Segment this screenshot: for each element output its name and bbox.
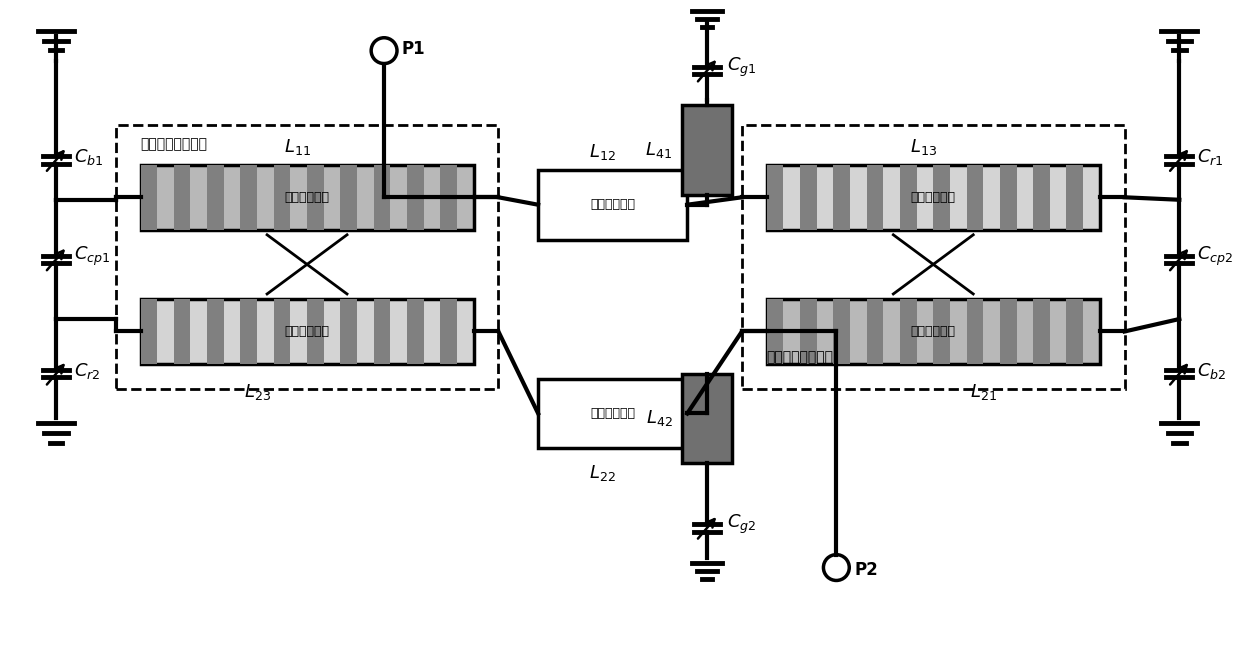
Bar — [538, 379, 687, 448]
Bar — [340, 299, 357, 364]
Bar — [999, 165, 1017, 230]
Text: 第三节微带线: 第三节微带线 — [284, 325, 330, 338]
Bar — [766, 299, 784, 364]
Bar — [800, 299, 817, 364]
Bar — [407, 299, 424, 364]
Bar — [373, 165, 391, 230]
Bar — [1066, 299, 1083, 364]
Text: $C_{r1}$: $C_{r1}$ — [1197, 147, 1224, 167]
Bar — [174, 299, 191, 364]
Bar — [373, 299, 391, 364]
Text: $C_{g1}$: $C_{g1}$ — [727, 56, 756, 79]
Text: P1: P1 — [402, 40, 425, 58]
Text: 第一组耦合微带线: 第一组耦合微带线 — [140, 137, 207, 151]
Text: 第一节微带线: 第一节微带线 — [284, 191, 330, 204]
Bar — [742, 125, 1125, 388]
Bar — [900, 299, 916, 364]
Bar — [274, 299, 290, 364]
Bar — [1066, 165, 1083, 230]
Text: $C_{r2}$: $C_{r2}$ — [74, 361, 100, 381]
Bar — [682, 105, 732, 195]
Bar — [207, 165, 223, 230]
Bar — [966, 299, 983, 364]
Bar — [833, 165, 851, 230]
Bar — [140, 165, 474, 230]
Text: $L_{41}$: $L_{41}$ — [646, 140, 672, 160]
Text: $L_{13}$: $L_{13}$ — [910, 137, 937, 157]
Bar — [682, 373, 732, 463]
Bar — [115, 125, 498, 388]
Bar — [766, 165, 784, 230]
Text: $C_{cp1}$: $C_{cp1}$ — [74, 245, 110, 268]
Text: $L_{12}$: $L_{12}$ — [589, 142, 616, 162]
Text: P2: P2 — [854, 560, 878, 579]
Bar — [440, 165, 456, 230]
Bar — [241, 299, 257, 364]
Text: $C_{cp2}$: $C_{cp2}$ — [1197, 245, 1234, 268]
Text: $C_{b1}$: $C_{b1}$ — [74, 147, 103, 167]
Text: $L_{22}$: $L_{22}$ — [589, 463, 616, 483]
Text: $C_{g2}$: $C_{g2}$ — [727, 513, 756, 536]
Text: 第二组耦合微带线: 第二组耦合微带线 — [766, 350, 833, 364]
Bar — [867, 165, 883, 230]
Text: $C_{b2}$: $C_{b2}$ — [1197, 361, 1226, 381]
Text: $L_{21}$: $L_{21}$ — [970, 382, 997, 402]
Text: 第一节微带线: 第一节微带线 — [910, 325, 956, 338]
Text: 第二节微带线: 第二节微带线 — [590, 407, 635, 420]
Bar — [241, 165, 257, 230]
Bar — [308, 165, 324, 230]
Bar — [800, 165, 817, 230]
Bar — [867, 299, 883, 364]
Bar — [934, 165, 950, 230]
Bar — [966, 165, 983, 230]
Bar — [207, 299, 223, 364]
Bar — [999, 299, 1017, 364]
Text: 第二节微带线: 第二节微带线 — [590, 198, 635, 211]
Bar — [140, 299, 474, 364]
Bar — [1033, 299, 1050, 364]
Text: $L_{11}$: $L_{11}$ — [284, 137, 310, 157]
Text: $L_{42}$: $L_{42}$ — [646, 409, 672, 428]
Bar — [766, 299, 1100, 364]
Bar — [1033, 165, 1050, 230]
Bar — [140, 165, 157, 230]
Bar — [538, 170, 687, 239]
Bar — [340, 165, 357, 230]
Bar — [440, 299, 456, 364]
Text: $L_{23}$: $L_{23}$ — [244, 382, 270, 402]
Bar — [934, 299, 950, 364]
Bar — [274, 165, 290, 230]
Bar — [308, 299, 324, 364]
Bar — [407, 165, 424, 230]
Bar — [833, 299, 851, 364]
Bar — [140, 299, 157, 364]
Text: 第三节微带线: 第三节微带线 — [910, 191, 956, 204]
Bar — [174, 165, 191, 230]
Bar — [766, 165, 1100, 230]
Bar — [900, 165, 916, 230]
